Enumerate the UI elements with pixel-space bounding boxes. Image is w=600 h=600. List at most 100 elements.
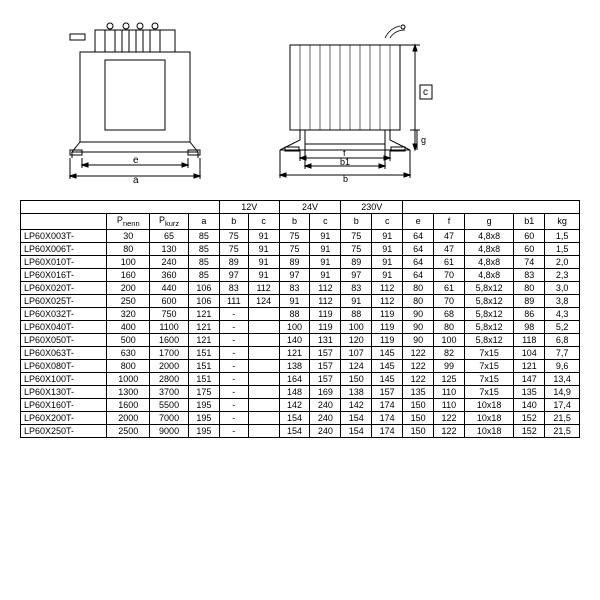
table-cell: 112 — [310, 281, 341, 294]
table-cell: 90 — [403, 333, 434, 346]
table-cell: 5,8x12 — [464, 294, 513, 307]
table-cell: 10x18 — [464, 398, 513, 411]
table-cell: - — [219, 333, 248, 346]
table-cell: 157 — [310, 359, 341, 372]
table-cell: 750 — [150, 307, 189, 320]
table-cell: 157 — [310, 372, 341, 385]
table-cell: 240 — [310, 411, 341, 424]
col-24v: 24V — [279, 201, 341, 214]
col-header: c — [248, 214, 279, 230]
table-cell: 97 — [279, 268, 310, 281]
table-cell: 240 — [310, 398, 341, 411]
table-cell: 440 — [150, 281, 189, 294]
table-cell: 119 — [310, 320, 341, 333]
table-cell: 4,8x8 — [464, 229, 513, 242]
table-cell: 10x18 — [464, 424, 513, 437]
table-cell: 5,8x12 — [464, 320, 513, 333]
table-cell: 1000 — [107, 372, 150, 385]
table-row: LP60X130T-13003700175-148169138157135110… — [21, 385, 580, 398]
table-row: LP60X032T-320750121-881198811990685,8x12… — [21, 307, 580, 320]
table-cell: 68 — [434, 307, 465, 320]
table-cell: 89 — [341, 255, 372, 268]
col-header: b — [219, 214, 248, 230]
table-row: LP60X006T-801308575917591759164474,8x860… — [21, 242, 580, 255]
table-cell — [248, 320, 279, 333]
table-cell: 142 — [279, 398, 310, 411]
front-view-diagram: e a — [50, 20, 230, 185]
table-cell: 64 — [403, 229, 434, 242]
table-cell: 100 — [341, 320, 372, 333]
table-cell: 142 — [341, 398, 372, 411]
table-cell: 250 — [107, 294, 150, 307]
table-cell: 91 — [372, 255, 403, 268]
table-cell: LP60X032T- — [21, 307, 107, 320]
table-row: LP60X080T-8002000151-138157124145122997x… — [21, 359, 580, 372]
table-cell: 80 — [514, 281, 545, 294]
table-cell: 3,0 — [545, 281, 580, 294]
table-cell: 5,2 — [545, 320, 580, 333]
table-cell: 118 — [514, 333, 545, 346]
table-cell: 148 — [279, 385, 310, 398]
table-cell: 800 — [107, 359, 150, 372]
table-cell: 75 — [341, 242, 372, 255]
table-cell: 145 — [372, 359, 403, 372]
table-cell: 240 — [310, 424, 341, 437]
table-cell: 75 — [219, 242, 248, 255]
table-cell: 131 — [310, 333, 341, 346]
table-cell: 80 — [107, 242, 150, 255]
table-row: LP60X040T-4001100121-10011910011990805,8… — [21, 320, 580, 333]
table-cell: 13,4 — [545, 372, 580, 385]
table-cell — [248, 359, 279, 372]
table-cell: 1,5 — [545, 229, 580, 242]
table-cell: 400 — [107, 320, 150, 333]
table-row: LP60X010T-1002408589918991899164614,8x87… — [21, 255, 580, 268]
table-cell: 119 — [372, 333, 403, 346]
table-row: LP60X003T-30658575917591759164474,8x8601… — [21, 229, 580, 242]
table-cell: 91 — [248, 255, 279, 268]
table-cell: 500 — [107, 333, 150, 346]
table-cell: 97 — [219, 268, 248, 281]
table-cell: LP60X040T- — [21, 320, 107, 333]
table-cell: - — [219, 385, 248, 398]
table-cell: 104 — [514, 346, 545, 359]
table-cell: 135 — [403, 385, 434, 398]
svg-text:e: e — [133, 155, 139, 166]
table-cell: 91 — [248, 242, 279, 255]
table-cell: 119 — [372, 320, 403, 333]
table-cell: 98 — [514, 320, 545, 333]
table-cell: 600 — [150, 294, 189, 307]
table-cell: 97 — [341, 268, 372, 281]
table-cell: LP60X025T- — [21, 294, 107, 307]
svg-text:b: b — [343, 174, 348, 184]
table-cell: 7x15 — [464, 346, 513, 359]
svg-text:b1: b1 — [340, 157, 350, 167]
table-cell: 110 — [434, 385, 465, 398]
table-cell: 2500 — [107, 424, 150, 437]
table-cell: 4,8x8 — [464, 242, 513, 255]
table-cell: 2000 — [150, 359, 189, 372]
table-cell: 100 — [434, 333, 465, 346]
table-cell: 89 — [219, 255, 248, 268]
table-cell: 106 — [188, 281, 219, 294]
table-cell: 3,8 — [545, 294, 580, 307]
table-cell: 91 — [310, 229, 341, 242]
table-cell: 7000 — [150, 411, 189, 424]
table-cell: 5,8x12 — [464, 281, 513, 294]
table-cell: 1300 — [107, 385, 150, 398]
table-cell: 140 — [514, 398, 545, 411]
table-cell: 47 — [434, 242, 465, 255]
table-cell: 89 — [514, 294, 545, 307]
table-cell: 9000 — [150, 424, 189, 437]
table-cell: 151 — [188, 359, 219, 372]
table-cell: 91 — [372, 268, 403, 281]
table-cell: 112 — [372, 294, 403, 307]
table-cell: - — [219, 307, 248, 320]
col-header: f — [434, 214, 465, 230]
table-cell: 130 — [150, 242, 189, 255]
table-cell: 75 — [341, 229, 372, 242]
table-cell: 174 — [372, 398, 403, 411]
table-cell: 119 — [372, 307, 403, 320]
table-cell: 14,9 — [545, 385, 580, 398]
table-cell: 320 — [107, 307, 150, 320]
table-cell — [248, 385, 279, 398]
